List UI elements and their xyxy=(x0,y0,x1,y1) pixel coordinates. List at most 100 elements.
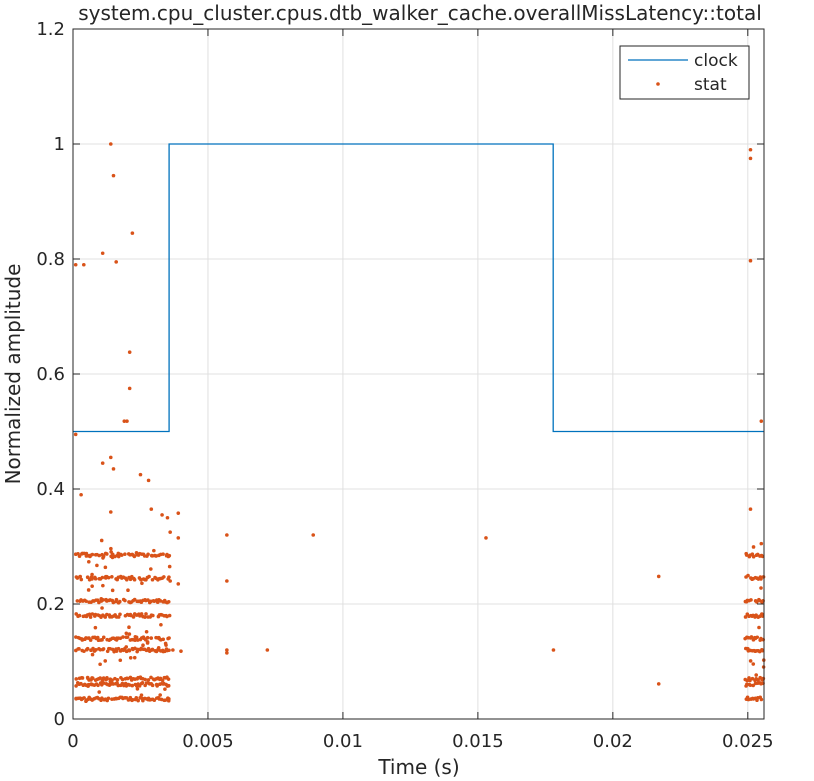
stat-point xyxy=(105,612,109,617)
stat-point xyxy=(752,648,757,653)
stat-point xyxy=(127,683,132,687)
stat-point xyxy=(166,698,171,703)
stat-point xyxy=(167,613,172,618)
y-tick-label: 1.2 xyxy=(36,19,65,40)
stat-point xyxy=(159,622,163,627)
stat-point xyxy=(150,683,155,688)
stat-point xyxy=(108,455,113,460)
ticks: 0 0.005 0.01 0.015 0.02 0.025 0 0.2 0.4 0.6 0.8 1 1.… xyxy=(36,19,773,752)
stat-point xyxy=(150,647,155,652)
stat-series-points xyxy=(73,142,766,704)
stat-point xyxy=(757,625,761,630)
stat-point xyxy=(100,638,104,642)
stat-point xyxy=(135,687,140,691)
stat-point xyxy=(101,635,106,640)
stat-point xyxy=(79,492,83,497)
stat-point xyxy=(759,586,763,590)
stat-point xyxy=(162,575,166,579)
stat-point xyxy=(160,648,165,653)
x-tick-label: 0.025 xyxy=(722,731,774,752)
stat-point xyxy=(149,636,154,640)
y-tick-label: 1 xyxy=(54,134,65,155)
stat-point xyxy=(144,598,148,603)
y-axis-label: Normalized amplitude xyxy=(1,264,25,485)
stat-point xyxy=(105,552,109,556)
stat-point xyxy=(132,554,137,559)
stat-point xyxy=(78,575,82,579)
stat-point xyxy=(225,579,229,583)
stat-point xyxy=(759,697,764,702)
stat-point xyxy=(77,647,81,651)
stat-point xyxy=(166,677,171,681)
stat-point xyxy=(155,684,159,688)
stat-point xyxy=(161,637,166,642)
stat-point xyxy=(100,575,105,580)
stat-point xyxy=(118,612,122,617)
stat-point xyxy=(760,554,765,559)
stat-point xyxy=(114,638,119,642)
stat-point xyxy=(90,652,95,657)
stat-point xyxy=(108,679,113,684)
plot-area xyxy=(73,142,766,704)
stat-point xyxy=(761,676,766,681)
stat-point xyxy=(760,599,764,604)
stat-point xyxy=(656,682,661,686)
stat-point xyxy=(103,659,108,663)
chart-title: system.cpu_cluster.cpus.dtb_walker_cache… xyxy=(78,1,762,25)
stat-point xyxy=(165,515,170,520)
stat-point xyxy=(484,536,488,540)
stat-point xyxy=(158,599,163,603)
stat-point xyxy=(86,588,91,592)
stat-point xyxy=(73,432,78,437)
stat-point xyxy=(167,575,171,579)
x-tick-label: 0.015 xyxy=(452,731,504,752)
stat-point xyxy=(163,698,168,702)
stat-point xyxy=(110,588,115,593)
legend-stat-label: stat xyxy=(694,75,727,95)
stat-point xyxy=(750,676,755,681)
stat-point xyxy=(90,612,95,616)
stat-point xyxy=(99,596,104,601)
stat-point xyxy=(84,699,88,704)
stat-point xyxy=(133,634,138,639)
stat-point xyxy=(150,577,155,582)
stat-point xyxy=(124,577,129,582)
stat-point xyxy=(158,693,162,697)
stat-point xyxy=(116,646,121,651)
stat-point xyxy=(74,697,78,701)
stat-point xyxy=(748,156,753,161)
stat-point xyxy=(134,551,139,555)
stat-point xyxy=(151,613,155,618)
y-tick-label: 0.8 xyxy=(36,249,65,270)
stat-point xyxy=(746,573,750,578)
stat-point xyxy=(88,615,93,619)
stat-point xyxy=(154,554,158,558)
stat-point xyxy=(87,559,91,564)
stat-point xyxy=(265,648,270,652)
stat-point xyxy=(75,599,80,603)
stat-point xyxy=(115,678,120,682)
stat-point xyxy=(157,637,162,641)
stat-point xyxy=(90,572,94,577)
stat-point xyxy=(748,258,753,263)
y-tick-label: 0.4 xyxy=(36,479,65,500)
stat-point xyxy=(127,386,132,391)
stat-point xyxy=(118,658,123,663)
stat-point xyxy=(108,142,113,146)
stat-point xyxy=(146,478,151,483)
stat-point xyxy=(745,646,749,651)
stat-point xyxy=(759,419,764,423)
stat-point xyxy=(127,350,132,354)
stat-point xyxy=(127,625,131,630)
stat-point xyxy=(88,638,93,642)
stat-point xyxy=(101,647,106,651)
stat-point xyxy=(80,676,85,680)
stat-point xyxy=(103,574,108,579)
stat-point xyxy=(748,507,753,511)
stat-point xyxy=(90,676,94,680)
stat-point xyxy=(140,581,144,586)
stat-point xyxy=(124,645,129,649)
stat-point xyxy=(82,262,86,267)
stat-point xyxy=(122,419,127,423)
stat-point xyxy=(751,662,756,666)
